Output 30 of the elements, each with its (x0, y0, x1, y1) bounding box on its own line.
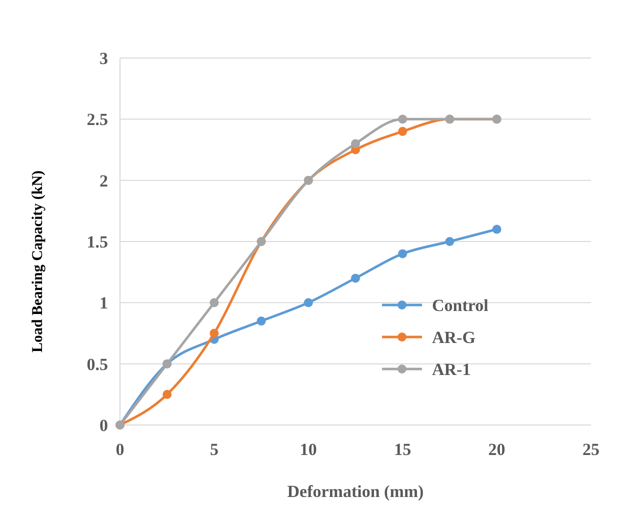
legend-label: AR-G (432, 328, 476, 347)
x-tick-label: 15 (394, 440, 412, 459)
x-tick-label: 25 (582, 440, 600, 459)
point (210, 328, 219, 338)
point (256, 316, 266, 326)
point (398, 114, 408, 124)
point (351, 274, 360, 283)
point (304, 298, 313, 308)
point (398, 249, 408, 258)
y-tick-label: 0.5 (86, 354, 108, 374)
y-tick-label: 3 (100, 48, 108, 68)
y-tick-label: 2.5 (86, 110, 108, 130)
y-tick-label: 0 (100, 416, 108, 435)
y-axis-title: Load Bearing Capacity (kN) (30, 170, 46, 353)
y-tick-label: 2 (100, 171, 108, 190)
point (445, 237, 454, 246)
x-axis-title: Deformation (mm) (287, 482, 424, 501)
point (351, 139, 360, 148)
point (492, 224, 502, 234)
y-tick-label: 1 (100, 294, 108, 313)
x-tick-label: 20 (488, 440, 506, 459)
x-tick-label: 5 (210, 440, 218, 459)
point (162, 390, 172, 399)
y-tick-label: 1.5 (86, 232, 108, 252)
x-tick-label: 10 (300, 440, 317, 459)
legend-label: Control (432, 296, 489, 315)
point (398, 126, 408, 136)
x-tick-label: 0 (116, 440, 124, 459)
legend-label: AR-1 (432, 360, 471, 379)
point (210, 298, 219, 308)
